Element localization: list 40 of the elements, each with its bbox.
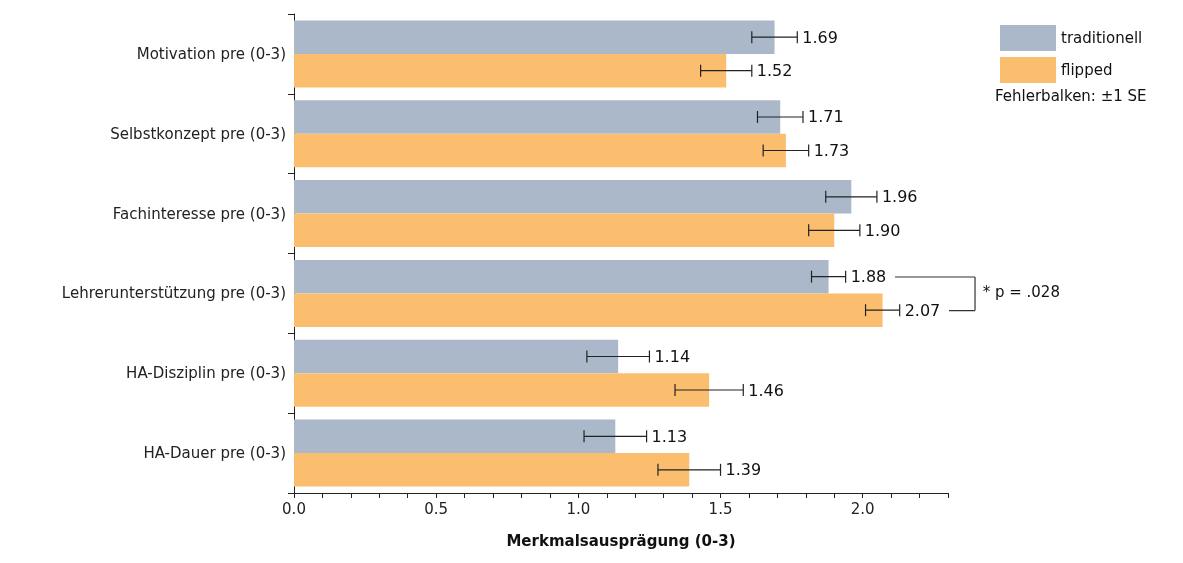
data-label: 1.13 [651,426,688,446]
bar [294,133,786,168]
data-label: 1.69 [802,27,838,47]
bar [294,20,775,54]
bar [294,419,616,454]
y-tick-label: HA-Disziplin pre (0-3) [126,364,286,383]
bar [294,259,829,294]
y-tick-label: Lehrerunterstützung pre (0-3) [61,284,286,303]
x-tick-label: 0.0 [282,499,306,518]
bar [294,373,710,407]
bar [294,100,781,134]
x-axis-title: Merkmalsausprägung (0-3) [506,531,736,550]
x-tick-label: 1.0 [566,499,591,518]
text: * p = .028 [982,283,1060,302]
y-tick-label: Selbstkonzept pre (0-3) [110,124,286,143]
data-label: 2.07 [904,300,941,320]
data-label: 1.52 [756,61,793,81]
y-tick-label: Fachinteresse pre (0-3) [112,204,286,223]
data-label: 1.88 [850,267,887,287]
y-tick-label: HA-Dauer pre (0-3) [143,444,286,463]
data-label: 1.71 [807,107,844,127]
bar [294,293,883,327]
data-label: 1.96 [881,187,918,207]
bar [294,180,852,214]
data-label: 1.14 [654,346,691,366]
x-tick-label: 0.5 [424,499,449,518]
data-label: 1.46 [748,380,784,400]
legend-label: traditionell [1061,29,1143,47]
data-label: 1.73 [813,141,850,161]
bar [294,53,727,88]
data-label: 1.39 [725,460,762,480]
bar [294,339,619,374]
x-tick-label: 2.0 [850,499,875,518]
bar [294,453,690,487]
bar [294,213,835,248]
y-tick-label: Motivation pre (0-3) [136,44,286,63]
x-tick-label: 1.5 [708,499,733,518]
text: Fehlerbalken: ±1 SE [995,86,1147,105]
legend-label: flipped [1061,61,1113,79]
data-label: 1.90 [864,220,901,240]
